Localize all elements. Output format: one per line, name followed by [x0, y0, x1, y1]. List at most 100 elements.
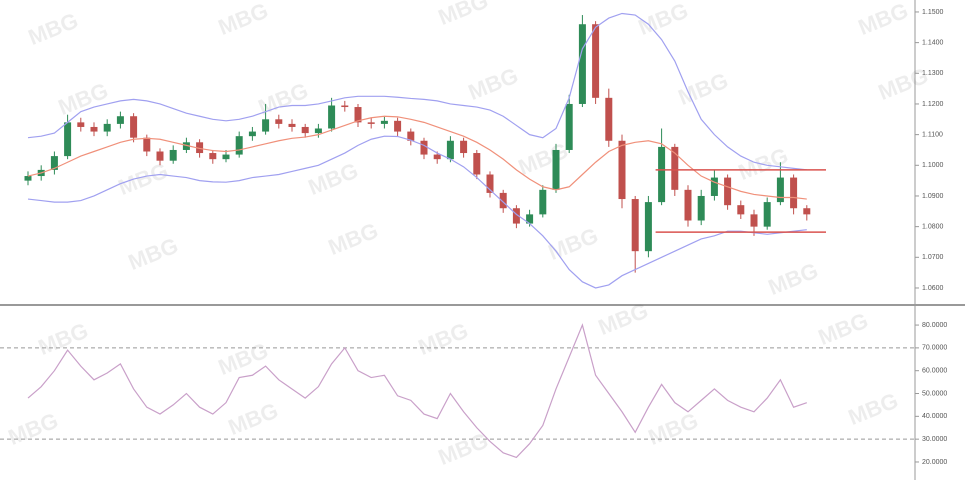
candle-body [328, 105, 336, 129]
watermark: MBG [225, 398, 282, 440]
candle-body [341, 105, 349, 108]
candle-body [631, 199, 639, 252]
y-tick-label: 1.1200 [922, 101, 944, 108]
candle-body [750, 214, 758, 227]
watermark: MBG [305, 158, 362, 200]
candle-body [50, 156, 58, 170]
watermark: MBG [5, 408, 62, 450]
watermark: MBG [855, 0, 912, 40]
candle-body [460, 140, 468, 154]
candle-body [143, 137, 151, 152]
watermark: MBG [875, 63, 932, 105]
candle-body [473, 153, 481, 175]
watermark: MBG [465, 63, 522, 105]
watermark: MBG [435, 0, 492, 30]
candle-body [578, 24, 586, 104]
candle-body [77, 122, 85, 127]
watermark: MBG [35, 318, 92, 360]
watermark: MBG [25, 8, 82, 50]
rsi-line [27, 323, 807, 459]
candle-body [539, 189, 547, 215]
candle-body [222, 154, 230, 160]
candle-body [644, 202, 652, 252]
candle-body [380, 120, 388, 124]
watermark: MBG [765, 258, 822, 300]
candle-body [64, 122, 72, 157]
watermark: MBG [545, 223, 602, 265]
candle-body [209, 153, 217, 160]
candle-body [116, 116, 124, 124]
candle-body [407, 131, 415, 141]
watermark: MBG [515, 138, 572, 180]
candle-body [275, 119, 283, 124]
candle-body [433, 154, 441, 160]
y-tick-label: 1.0900 [922, 193, 944, 200]
bollinger-middle [27, 115, 807, 200]
watermark: MBG [115, 158, 172, 200]
candle-body [790, 177, 798, 209]
candle-body [803, 208, 811, 215]
candle-body [301, 126, 309, 134]
y-tick-label: 70.0000 [922, 345, 947, 352]
bollinger-upper [27, 12, 807, 171]
candle-body [367, 122, 375, 124]
candle-body [737, 205, 745, 215]
candle-body [169, 149, 177, 161]
candle-body [156, 151, 164, 161]
watermark: MBG [595, 298, 652, 340]
y-tick-label: 50.0000 [922, 390, 947, 397]
candle-body [763, 202, 771, 227]
y-tick-label: 1.1400 [922, 39, 944, 46]
y-tick-label: 30.0000 [922, 436, 947, 443]
y-tick-label: 1.0700 [922, 254, 944, 261]
candle-body [724, 177, 732, 206]
candle-body [552, 149, 560, 190]
y-tick-label: 80.0000 [922, 322, 947, 329]
candle-body [618, 140, 626, 200]
candle-body [605, 97, 613, 141]
watermark: MBG [55, 78, 112, 120]
candle-body [248, 131, 256, 137]
candle-body [130, 116, 138, 138]
candle-body [697, 195, 705, 221]
candle-body [314, 128, 322, 134]
candle-body [526, 214, 534, 224]
candle-body [565, 103, 573, 150]
candle-body [446, 140, 454, 160]
watermark: MBG [415, 318, 472, 360]
candle-body [710, 177, 718, 196]
candle-body [394, 120, 402, 132]
candle-body [354, 107, 362, 123]
candle-body [684, 189, 692, 221]
candle-body [24, 176, 32, 181]
bollinger-lower [27, 135, 807, 289]
candle-body [262, 119, 270, 132]
y-tick-label: 60.0000 [922, 368, 947, 375]
y-tick-label: 40.0000 [922, 413, 947, 420]
watermark: MBG [255, 78, 312, 120]
y-tick-label: 1.1100 [922, 131, 943, 138]
candle-body [90, 126, 98, 132]
candle-body [592, 24, 600, 98]
candle-body [776, 177, 784, 203]
watermark: MBG [215, 338, 272, 380]
candle-body [658, 146, 666, 203]
candle-body [103, 123, 111, 132]
y-tick-label: 1.0600 [922, 285, 944, 292]
y-tick-label: 1.0800 [922, 223, 944, 230]
y-tick-label: 1.1500 [922, 9, 944, 16]
watermark: MBG [845, 388, 902, 430]
watermark: MBG [815, 308, 872, 350]
watermark: MBG [325, 218, 382, 260]
candle-body [671, 146, 679, 190]
watermark: MBG [675, 68, 732, 110]
watermark: MBG [645, 408, 702, 450]
candle-body [499, 192, 507, 209]
candle-body [420, 140, 428, 155]
candle-body [288, 123, 296, 127]
y-tick-label: 1.1300 [922, 70, 944, 77]
y-tick-label: 20.0000 [922, 459, 947, 466]
y-tick-label: 1.1000 [922, 162, 944, 169]
candle-body [182, 142, 190, 150]
